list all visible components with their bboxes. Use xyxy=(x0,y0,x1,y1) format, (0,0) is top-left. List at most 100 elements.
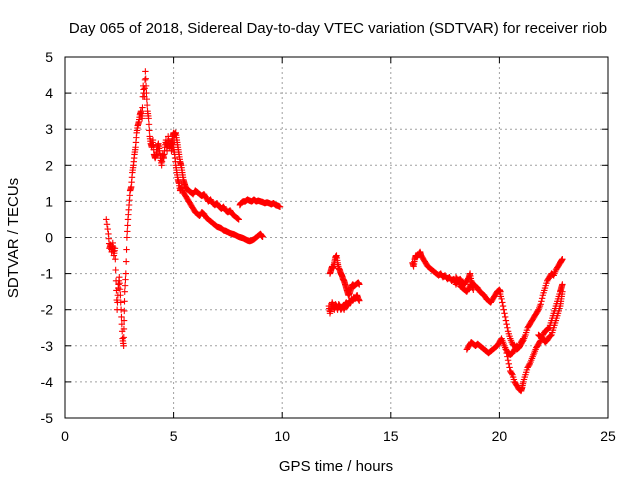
data-point-plus xyxy=(499,302,507,310)
y-tick-label: -2 xyxy=(41,302,54,318)
data-point-plus xyxy=(259,233,266,240)
data-point-plus xyxy=(454,276,461,283)
data-point-plus xyxy=(503,349,510,357)
data-point-plus xyxy=(104,225,111,233)
data-point-plus xyxy=(111,245,119,252)
data-point-plus xyxy=(117,292,124,299)
data-point-plus xyxy=(502,346,510,353)
x-tick-label: 5 xyxy=(170,428,178,444)
data-point-plus xyxy=(501,313,509,321)
data-point-plus xyxy=(124,222,131,229)
plot-frame xyxy=(64,56,609,419)
data-point-plus xyxy=(112,266,119,274)
data-point-plus xyxy=(145,121,153,128)
data-point-plus xyxy=(234,215,242,223)
data-point-plus xyxy=(143,101,151,109)
data-point-plus xyxy=(145,115,152,122)
data-point-plus xyxy=(544,325,552,333)
data-point-plus xyxy=(103,221,111,228)
x-tick-label: 25 xyxy=(600,428,616,444)
data-point-plus xyxy=(139,104,146,111)
data-point-plus xyxy=(498,295,505,303)
y-tick-label: -1 xyxy=(41,266,54,282)
data-point-plus xyxy=(116,286,124,293)
data-point-plus xyxy=(141,76,149,84)
data-point-plus xyxy=(142,75,149,82)
data-point-plus xyxy=(122,270,130,277)
data-point-plus xyxy=(508,370,515,377)
grid-lines xyxy=(65,57,608,418)
data-point-plus xyxy=(537,301,544,308)
data-point-plus xyxy=(501,310,508,317)
data-point-plus xyxy=(120,342,127,349)
data-point-plus xyxy=(103,216,110,223)
y-axis-label: SDTVAR / TECUs xyxy=(5,178,22,298)
data-point-plus xyxy=(142,82,150,90)
chart-title: Day 065 of 2018, Sidereal Day-to-day VTE… xyxy=(69,20,607,37)
y-tick-label: -5 xyxy=(41,410,54,426)
x-axis-label: GPS time / hours xyxy=(279,458,393,475)
data-point-plus xyxy=(546,332,554,340)
data-point-plus xyxy=(538,295,546,302)
data-point-plus xyxy=(143,89,150,97)
data-point-plus xyxy=(506,364,513,371)
tick-labels: 0 5 10 15 20 25 -5 -4 -3 -2 -1 0 1 2 3 4 5 xyxy=(41,49,616,444)
data-point-plus xyxy=(235,216,242,223)
x-tick-label: 20 xyxy=(492,428,508,444)
y-tick-label: -3 xyxy=(41,338,54,354)
data-point-plus xyxy=(356,281,363,288)
data-point-plus xyxy=(519,338,526,345)
y-tick-label: 4 xyxy=(45,85,53,101)
data-point-plus xyxy=(502,317,510,324)
data-point-plus xyxy=(124,228,131,235)
data-point-plus xyxy=(122,258,130,265)
data-point-plus xyxy=(118,313,125,321)
data-point-plus xyxy=(138,115,146,122)
data-point-plus xyxy=(499,299,506,306)
y-tick-label: 1 xyxy=(45,193,53,209)
data-point-plus xyxy=(123,234,131,241)
x-tick-label: 10 xyxy=(274,428,290,444)
data-point-plus xyxy=(504,357,512,364)
y-tick-label: 3 xyxy=(45,121,53,137)
data-point-plus xyxy=(545,325,552,332)
y-tick-label: 0 xyxy=(45,230,53,246)
data-point-plus xyxy=(234,215,241,222)
data-point-plus xyxy=(116,274,123,281)
data-point-plus xyxy=(121,307,128,315)
data-point-plus xyxy=(276,203,284,211)
x-tick-label: 15 xyxy=(383,428,399,444)
y-tick-label: -4 xyxy=(41,374,54,390)
data-point-plus xyxy=(120,325,128,333)
data-point-plus xyxy=(120,334,127,341)
data-point-plus xyxy=(118,320,126,328)
data-point-plus xyxy=(123,246,130,253)
data-point-plus xyxy=(470,286,477,294)
data-point-plus xyxy=(534,307,541,315)
data-point-plus xyxy=(122,276,129,283)
y-tick-label: 2 xyxy=(45,157,53,173)
data-point-plus xyxy=(536,338,544,345)
data-point-plus xyxy=(503,320,510,328)
data-point-plus xyxy=(143,95,151,103)
x-tick-label: 0 xyxy=(61,428,69,444)
data-point-plus xyxy=(547,332,555,339)
data-point-plus xyxy=(117,306,125,313)
data-point-plus xyxy=(504,324,511,331)
data-point-plus xyxy=(356,297,363,304)
data-point-plus xyxy=(120,317,128,324)
data-point-plus xyxy=(559,255,566,263)
data-points xyxy=(103,68,566,395)
data-point-plus xyxy=(559,288,566,295)
data-point-plus xyxy=(121,298,128,305)
data-point-plus xyxy=(121,282,129,289)
data-point-plus xyxy=(116,280,123,287)
data-point-plus xyxy=(559,281,566,288)
data-point-plus xyxy=(117,299,124,306)
y-tick-label: 5 xyxy=(45,49,53,65)
data-point-plus xyxy=(146,127,153,134)
data-point-plus xyxy=(112,255,119,263)
data-point-plus xyxy=(504,353,511,360)
data-point-plus xyxy=(525,361,533,369)
